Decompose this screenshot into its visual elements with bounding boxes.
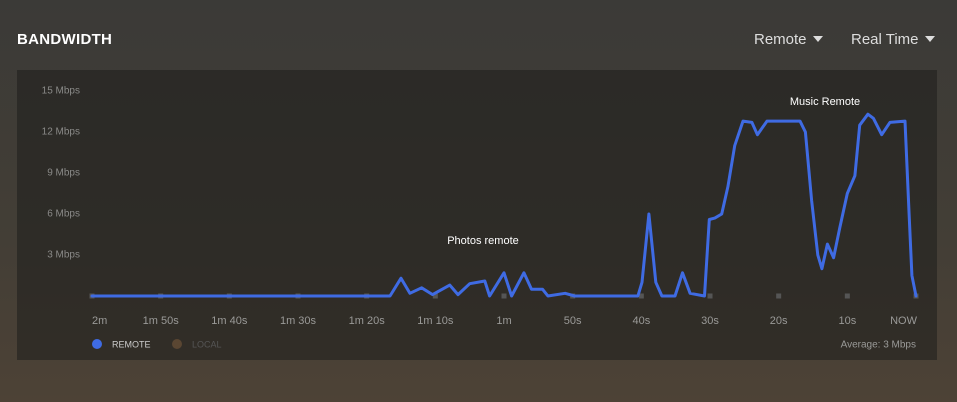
source-dropdown[interactable]: Remote [754,31,823,48]
x-tick-label: 1m 40s [211,315,248,327]
x-tick-label: NOW [890,315,918,327]
x-tick-label: 1m 50s [143,315,180,327]
x-tick-label: 40s [632,315,650,327]
chart-panel [17,70,937,360]
x-tick-mark [844,293,850,299]
x-tick-mark [707,293,713,299]
average-label: Average: 3 Mbps [841,340,916,351]
y-tick-label: 9 Mbps [47,168,80,179]
x-tick-label: 1m 10s [417,315,454,327]
legend-label[interactable]: LOCAL [192,339,222,349]
x-tick-label: 10s [838,315,856,327]
legend-swatch[interactable] [92,339,102,349]
x-tick-label: 30s [701,315,719,327]
x-tick-label: 2m [92,315,107,327]
x-tick-mark [776,293,782,299]
x-tick-label: 1m 20s [349,315,386,327]
page-title: BANDWIDTH [17,31,113,48]
y-tick-label: 15 Mbps [42,86,80,97]
y-tick-label: 12 Mbps [42,127,80,138]
range-dropdown[interactable]: Real Time [851,31,935,48]
y-tick-label: 6 Mbps [47,209,80,220]
x-tick-label: 50s [564,315,582,327]
legend-swatch[interactable] [172,339,182,349]
x-tick-label: 1m 30s [280,315,317,327]
x-tick-mark [501,293,507,299]
legend-label[interactable]: REMOTE [112,339,151,349]
x-tick-label: 1m [496,315,511,327]
y-tick-label: 3 Mbps [47,250,80,261]
x-tick-mark [638,293,644,299]
annotation: Music Remote [790,96,860,108]
annotation: Photos remote [447,235,519,247]
x-tick-mark [432,293,438,299]
x-tick-label: 20s [770,315,788,327]
remote-line [90,112,918,298]
